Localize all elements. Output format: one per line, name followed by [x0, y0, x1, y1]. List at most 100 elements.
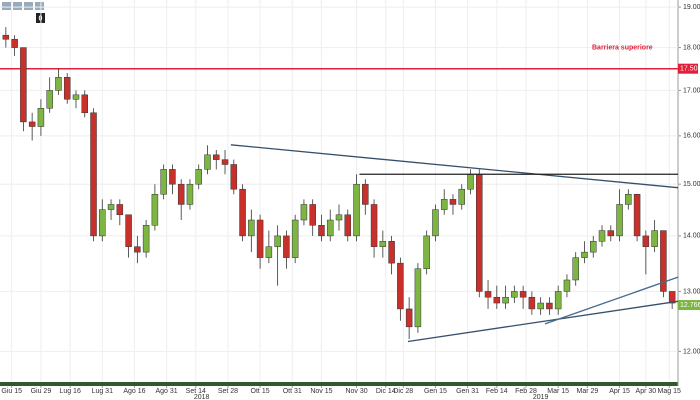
candle-body: [300, 204, 308, 221]
x-tick-label: Apr 30: [636, 388, 657, 395]
candle-body: [432, 209, 439, 237]
x-tick-label: Mag 15: [658, 388, 681, 395]
x-tick-label: Giu 29: [31, 388, 52, 395]
y-tick-label: 15.00: [683, 181, 700, 188]
candle-body: [239, 188, 246, 237]
candle-body: [72, 94, 80, 100]
candle-body: [484, 291, 492, 298]
candle-body: [590, 241, 597, 253]
year-label: 2019: [533, 394, 549, 400]
candle-body: [511, 291, 518, 298]
candle-body: [388, 241, 395, 264]
x-tick-label: Nov 30: [345, 388, 367, 395]
candle-body: [581, 251, 588, 258]
candle-body: [213, 154, 220, 160]
x-axis-bar: [0, 382, 678, 386]
price-tag-label: 17.50: [680, 66, 698, 73]
candle-body: [177, 183, 185, 205]
x-tick-label: Giu 15: [1, 388, 22, 395]
candle-body: [554, 291, 562, 310]
x-tick-label: Gen 31: [456, 388, 479, 395]
candle-body: [598, 230, 606, 242]
x-tick-label: Ago 16: [123, 388, 145, 395]
candle-body: [20, 47, 27, 123]
tool-icon[interactable]: [2, 2, 11, 10]
candle-body: [519, 291, 527, 298]
candle-body: [651, 230, 658, 247]
x-tick-label: Dic 28: [393, 388, 413, 395]
x-tick-label: Feb 14: [486, 388, 508, 395]
x-tick-label: Set 28: [218, 388, 238, 395]
candle-body: [90, 112, 97, 237]
y-tick-label: 13.00: [683, 288, 700, 295]
candle-body: [195, 169, 202, 185]
tool-icon[interactable]: [13, 2, 22, 10]
candle-body: [169, 169, 176, 185]
tool-icon[interactable]: [24, 2, 33, 10]
candle-body: [405, 308, 413, 328]
candle-body: [546, 302, 553, 310]
y-tick-label: 18.00: [683, 44, 700, 51]
candle-body: [423, 235, 430, 269]
candle-body: [291, 219, 299, 258]
candle-body: [107, 204, 115, 210]
candle-body: [134, 246, 141, 253]
candle-body: [11, 39, 18, 48]
candle-body: [660, 230, 667, 292]
candle-body: [28, 121, 36, 127]
candle-body: [265, 246, 273, 258]
candle-body: [502, 296, 509, 304]
candle-body: [63, 77, 71, 100]
candle-body: [160, 169, 167, 195]
candle-body: [616, 204, 623, 237]
candle-body: [458, 188, 465, 205]
candle-body: [633, 194, 641, 237]
candle-body: [440, 199, 448, 210]
candle-body: [230, 164, 238, 190]
x-tick-label: Feb 28: [515, 388, 537, 395]
candle-body: [625, 194, 632, 205]
candle-body: [370, 204, 378, 247]
candle-body: [151, 194, 159, 226]
x-tick-label: Apr 15: [609, 388, 630, 395]
candle-body: [99, 209, 106, 237]
y-tick-label: 17.00: [683, 87, 700, 94]
candle-body: [493, 296, 501, 304]
candle-body: [256, 219, 264, 258]
candle-body: [318, 225, 325, 237]
candle-body: [362, 183, 369, 205]
last-price-label: 12.766: [680, 302, 700, 309]
candle-body: [248, 219, 255, 237]
candle-body: [142, 225, 150, 253]
candle-body: [125, 214, 132, 247]
x-tick-label: Gen 15: [424, 388, 447, 395]
candle-body: [274, 235, 281, 247]
trend-line: [544, 276, 679, 325]
candle-body: [379, 241, 387, 247]
candle-body: [642, 235, 650, 247]
x-tick-label: Nov 15: [310, 388, 332, 395]
candle-body: [335, 214, 343, 221]
year-label: 2018: [194, 394, 210, 400]
x-tick-label: Dic 14: [376, 388, 396, 395]
last-price-tag: [678, 300, 700, 311]
candle-body: [204, 154, 211, 170]
x-tick-label: Ago 31: [155, 388, 177, 395]
candle-body: [2, 34, 10, 40]
y-tick-label: 19.00: [683, 4, 700, 11]
candle-body: [46, 90, 53, 109]
x-tick-label: Mar 15: [547, 388, 569, 395]
x-tick-label: Set 14: [186, 388, 206, 395]
candle-body: [528, 296, 536, 310]
candle-body: [668, 291, 676, 304]
candle-body: [607, 230, 615, 237]
x-tick-label: Mar 29: [577, 388, 599, 395]
candle-body: [186, 183, 194, 205]
tool-icon[interactable]: [35, 2, 44, 10]
trend-line: [407, 300, 679, 343]
candle-body: [449, 199, 457, 205]
x-tick-label: Lug 16: [59, 388, 81, 395]
candle-body: [326, 219, 334, 237]
